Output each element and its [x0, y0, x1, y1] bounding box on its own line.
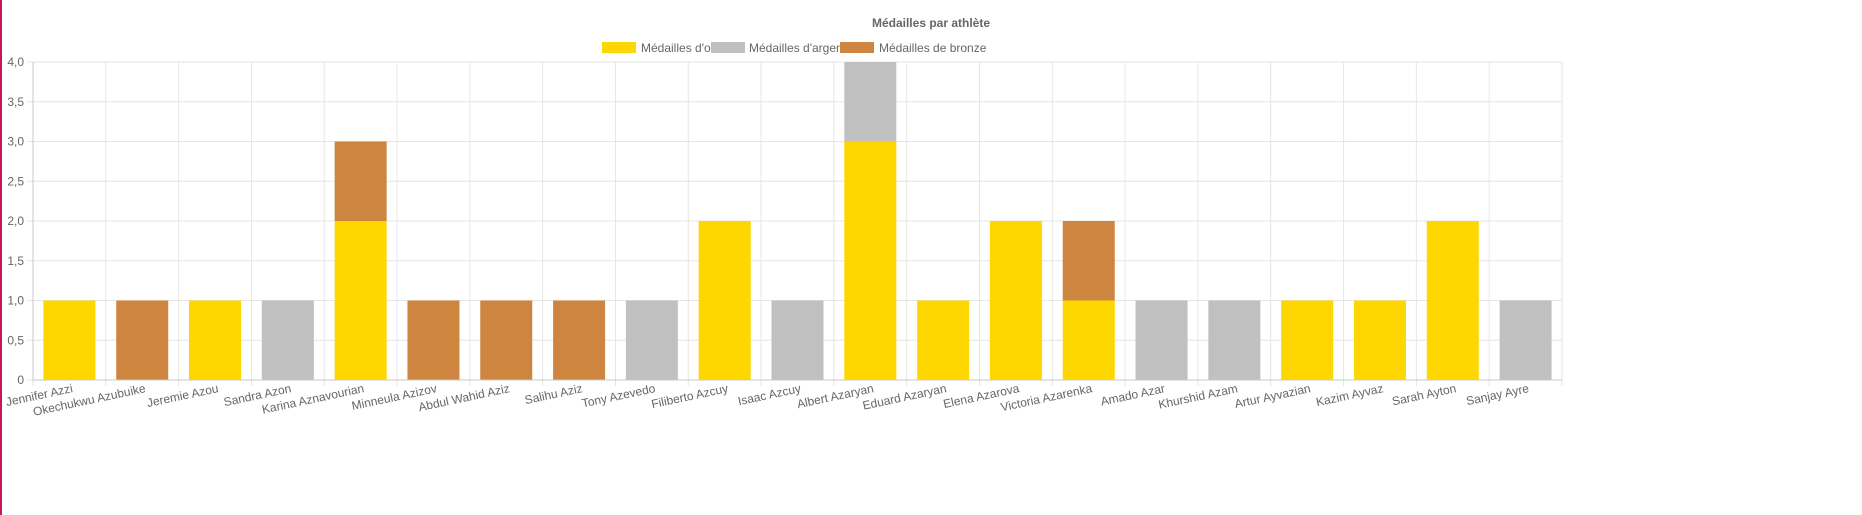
bar-18-series-0[interactable]	[1353, 300, 1406, 381]
bar-3-series-1[interactable]	[261, 300, 314, 381]
legend-label-2[interactable]: Médailles de bronze	[879, 41, 987, 55]
legend-swatch-0[interactable]	[602, 42, 636, 53]
y-tick-label: 4,0	[7, 55, 24, 69]
bar-9-series-0[interactable]	[698, 221, 751, 380]
bar-16-series-1[interactable]	[1208, 300, 1261, 381]
bar-4-series-2[interactable]	[334, 141, 387, 222]
x-tick-label: Eduard Azaryan	[861, 381, 947, 412]
y-tick-label: 3,5	[7, 95, 24, 109]
x-tick-label: Artur Ayvazian	[1233, 381, 1311, 411]
bar-5-series-2[interactable]	[407, 300, 460, 381]
bar-15-series-1[interactable]	[1135, 300, 1188, 381]
x-tick-label: Sarah Ayton	[1391, 381, 1458, 408]
bar-2-series-0[interactable]	[189, 300, 242, 381]
y-axis: 0 0,5 1,0 1,5 2,0 2,5 3,0 3,5 4,0	[7, 55, 1562, 387]
legend-swatch-2[interactable]	[840, 42, 874, 53]
y-tick-label: 2,5	[7, 174, 24, 188]
bar-12-series-0[interactable]	[917, 300, 970, 381]
bar-0-series-0[interactable]	[43, 300, 96, 381]
bar-7-series-2[interactable]	[553, 300, 606, 381]
y-tick-label: 2,0	[7, 214, 24, 228]
y-tick-label: 0,5	[7, 333, 24, 347]
bar-10-series-1[interactable]	[771, 300, 824, 381]
legend-swatch-1[interactable]	[711, 42, 745, 53]
x-tick-label: Tony Azevedo	[581, 381, 657, 410]
x-tick-label: Isaac Azcuy	[737, 381, 803, 408]
x-tick-label: Jeremie Azou	[146, 381, 220, 410]
bar-6-series-2[interactable]	[480, 300, 533, 381]
x-tick-label: Kazim Ayvaz	[1315, 381, 1385, 409]
y-tick-label: 0	[17, 373, 24, 387]
chart-title: Médailles par athlète	[872, 16, 990, 30]
y-tick-label: 1,5	[7, 254, 24, 268]
chart-bars	[43, 62, 1552, 381]
bar-13-series-0[interactable]	[989, 221, 1042, 380]
y-tick-label: 3,0	[7, 135, 24, 149]
x-tick-label: Amado Azar	[1099, 381, 1166, 408]
page-edge-line	[0, 0, 2, 515]
chart-grid	[27, 61, 1563, 386]
bar-1-series-2[interactable]	[116, 300, 169, 381]
bar-4-series-0[interactable]	[334, 221, 387, 380]
bar-19-series-0[interactable]	[1426, 221, 1479, 380]
bar-11-series-0[interactable]	[844, 141, 897, 381]
x-tick-label: Salihu Aziz	[523, 381, 583, 407]
bar-8-series-1[interactable]	[625, 300, 678, 381]
bar-17-series-0[interactable]	[1281, 300, 1334, 381]
x-tick-label: Filiberto Azcuy	[650, 381, 729, 411]
bar-14-series-2[interactable]	[1062, 221, 1115, 301]
x-tick-label: Sanjay Ayre	[1465, 381, 1531, 408]
bar-11-series-1[interactable]	[844, 62, 897, 142]
legend-label-1[interactable]: Médailles d'argent	[749, 41, 847, 55]
bar-20-series-1[interactable]	[1499, 300, 1552, 381]
bar-14-series-0[interactable]	[1062, 300, 1115, 381]
y-tick-label: 1,0	[7, 294, 24, 308]
chart-legend: Médailles d'or Médailles d'argent Médaille…	[602, 41, 987, 55]
legend-label-0[interactable]: Médailles d'or	[641, 41, 715, 55]
